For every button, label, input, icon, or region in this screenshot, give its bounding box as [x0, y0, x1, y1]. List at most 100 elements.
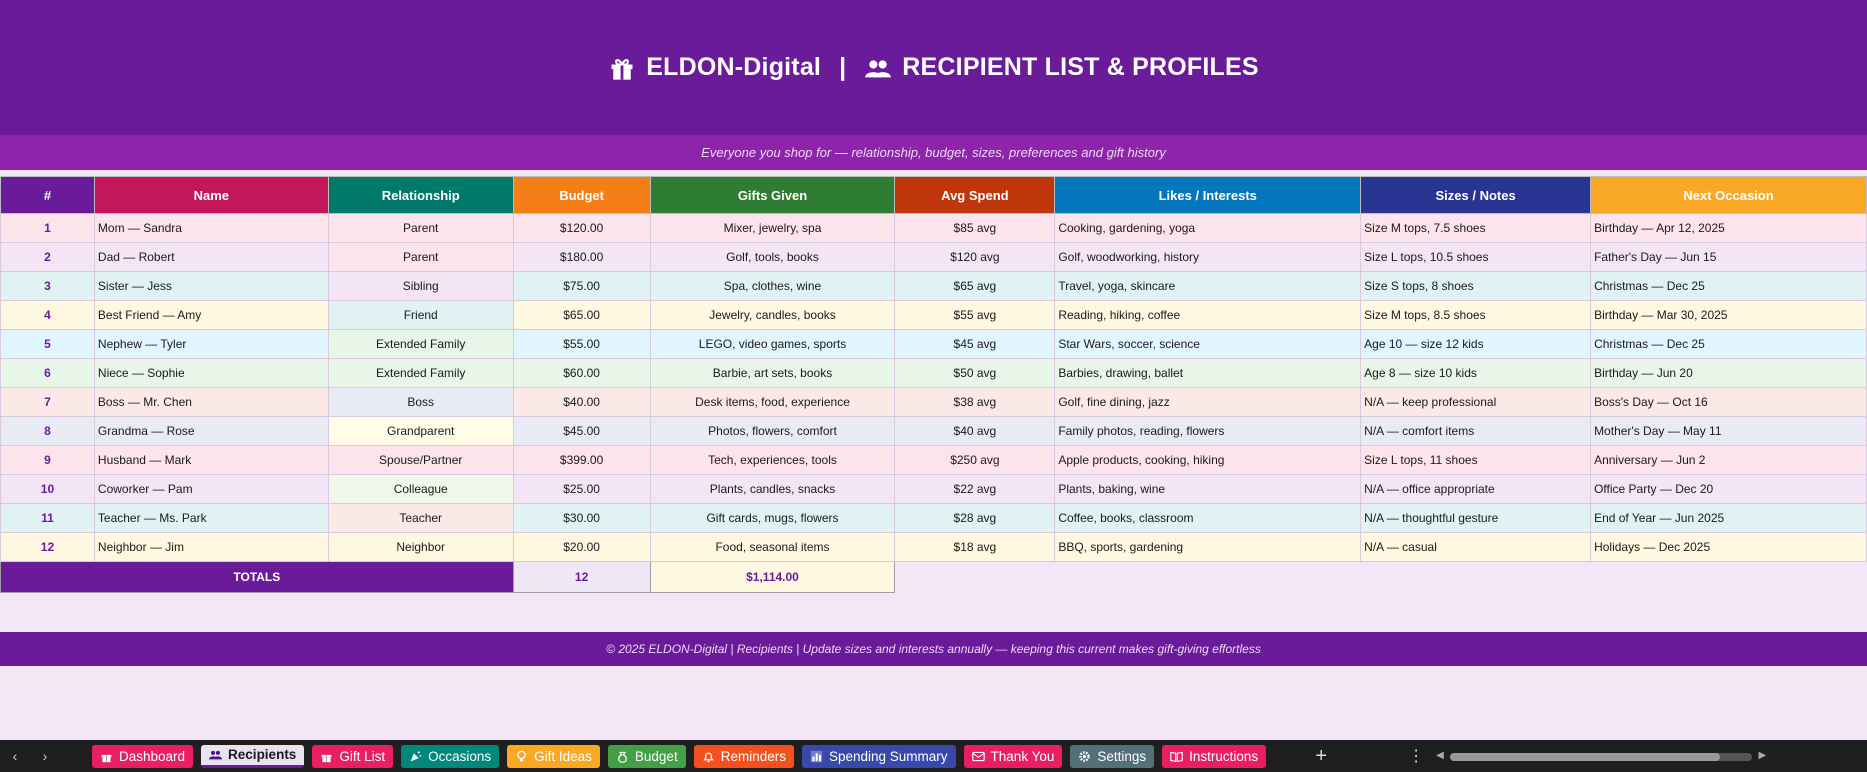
cell-num[interactable]: 12: [0, 532, 95, 562]
sheet-tab[interactable]: Gift Ideas: [507, 744, 600, 768]
cell-relationship[interactable]: Friend: [327, 300, 514, 330]
cell-gifts[interactable]: Spa, clothes, wine: [649, 271, 896, 301]
cell-likes[interactable]: Reading, hiking, coffee: [1054, 300, 1362, 330]
cell-gifts[interactable]: LEGO, video games, sports: [649, 329, 896, 359]
cell-likes[interactable]: Cooking, gardening, yoga: [1054, 213, 1362, 243]
cell-sizes[interactable]: N/A — casual: [1360, 532, 1592, 562]
column-header[interactable]: Name: [93, 176, 329, 214]
cell-name[interactable]: Nephew — Tyler: [93, 329, 329, 359]
cell-occasion[interactable]: End of Year — Jun 2025: [1590, 503, 1867, 533]
totals-label[interactable]: TOTALS: [0, 561, 514, 593]
cell-relationship[interactable]: Spouse/Partner: [327, 445, 514, 475]
cell-budget[interactable]: $20.00: [512, 532, 651, 562]
cell-budget[interactable]: $25.00: [512, 474, 651, 504]
cell-occasion[interactable]: Boss's Day — Oct 16: [1590, 387, 1867, 417]
cell-relationship[interactable]: Sibling: [327, 271, 514, 301]
cell-name[interactable]: Teacher — Ms. Park: [93, 503, 329, 533]
cell-gifts[interactable]: Golf, tools, books: [649, 242, 896, 272]
cell-likes[interactable]: Coffee, books, classroom: [1054, 503, 1362, 533]
cell-avg[interactable]: $18 avg: [894, 532, 1056, 562]
next-sheet-button[interactable]: ›: [42, 748, 48, 764]
cell-name[interactable]: Grandma — Rose: [93, 416, 329, 446]
cell-name[interactable]: Boss — Mr. Chen: [93, 387, 329, 417]
cell-gifts[interactable]: Barbie, art sets, books: [649, 358, 896, 388]
cell-occasion[interactable]: Office Party — Dec 20: [1590, 474, 1867, 504]
cell-num[interactable]: 9: [0, 445, 95, 475]
cell-budget[interactable]: $40.00: [512, 387, 651, 417]
sheet-tab[interactable]: Budget: [607, 744, 686, 768]
column-header[interactable]: Likes / Interests: [1054, 176, 1362, 214]
cell-budget[interactable]: $399.00: [512, 445, 651, 475]
cell-occasion[interactable]: Christmas — Dec 25: [1590, 329, 1867, 359]
cell-likes[interactable]: Plants, baking, wine: [1054, 474, 1362, 504]
cell-gifts[interactable]: Desk items, food, experience: [649, 387, 896, 417]
cell-relationship[interactable]: Neighbor: [327, 532, 514, 562]
column-header[interactable]: Relationship: [327, 176, 514, 214]
cell-name[interactable]: Mom — Sandra: [93, 213, 329, 243]
sheet-tab[interactable]: Gift List: [312, 744, 394, 768]
cell-gifts[interactable]: Mixer, jewelry, spa: [649, 213, 896, 243]
prev-sheet-button[interactable]: ‹: [12, 748, 18, 764]
cell-budget[interactable]: $55.00: [512, 329, 651, 359]
cell-sizes[interactable]: Size M tops, 7.5 shoes: [1360, 213, 1592, 243]
cell-budget[interactable]: $30.00: [512, 503, 651, 533]
sheet-tab[interactable]: Instructions: [1162, 744, 1267, 768]
horizontal-scrollbar[interactable]: ◀ ▶: [1436, 750, 1766, 762]
cell-num[interactable]: 5: [0, 329, 95, 359]
cell-sizes[interactable]: N/A — keep professional: [1360, 387, 1592, 417]
cell-sizes[interactable]: Size L tops, 11 shoes: [1360, 445, 1592, 475]
cell-avg[interactable]: $45 avg: [894, 329, 1056, 359]
cell-relationship[interactable]: Parent: [327, 242, 514, 272]
cell-num[interactable]: 8: [0, 416, 95, 446]
totals-count[interactable]: 12: [512, 561, 651, 593]
column-header[interactable]: #: [0, 176, 95, 214]
sheet-tab[interactable]: Reminders: [693, 744, 794, 768]
cell-relationship[interactable]: Boss: [327, 387, 514, 417]
sheet-tab[interactable]: Occasions: [401, 744, 500, 768]
cell-gifts[interactable]: Food, seasonal items: [649, 532, 896, 562]
cell-budget[interactable]: $65.00: [512, 300, 651, 330]
cell-name[interactable]: Best Friend — Amy: [93, 300, 329, 330]
cell-relationship[interactable]: Teacher: [327, 503, 514, 533]
sheet-tab[interactable]: Spending Summary: [801, 744, 956, 768]
cell-occasion[interactable]: Christmas — Dec 25: [1590, 271, 1867, 301]
cell-budget[interactable]: $180.00: [512, 242, 651, 272]
sheet-tab[interactable]: Dashboard: [92, 744, 194, 768]
cell-num[interactable]: 6: [0, 358, 95, 388]
cell-occasion[interactable]: Mother's Day — May 11: [1590, 416, 1867, 446]
cell-sizes[interactable]: Size S tops, 8 shoes: [1360, 271, 1592, 301]
cell-avg[interactable]: $38 avg: [894, 387, 1056, 417]
scroll-left-icon[interactable]: ◀: [1436, 750, 1444, 761]
cell-sizes[interactable]: Size L tops, 10.5 shoes: [1360, 242, 1592, 272]
cell-likes[interactable]: Star Wars, soccer, science: [1054, 329, 1362, 359]
cell-relationship[interactable]: Parent: [327, 213, 514, 243]
cell-num[interactable]: 10: [0, 474, 95, 504]
cell-name[interactable]: Neighbor — Jim: [93, 532, 329, 562]
cell-occasion[interactable]: Holidays — Dec 2025: [1590, 532, 1867, 562]
cell-sizes[interactable]: Age 10 — size 12 kids: [1360, 329, 1592, 359]
cell-gifts[interactable]: Jewelry, candles, books: [649, 300, 896, 330]
cell-likes[interactable]: Apple products, cooking, hiking: [1054, 445, 1362, 475]
cell-avg[interactable]: $85 avg: [894, 213, 1056, 243]
cell-name[interactable]: Sister — Jess: [93, 271, 329, 301]
cell-avg[interactable]: $120 avg: [894, 242, 1056, 272]
cell-budget[interactable]: $60.00: [512, 358, 651, 388]
cell-num[interactable]: 2: [0, 242, 95, 272]
cell-likes[interactable]: Family photos, reading, flowers: [1054, 416, 1362, 446]
cell-occasion[interactable]: Anniversary — Jun 2: [1590, 445, 1867, 475]
cell-occasion[interactable]: Birthday — Apr 12, 2025: [1590, 213, 1867, 243]
cell-relationship[interactable]: Extended Family: [327, 358, 514, 388]
cell-name[interactable]: Husband — Mark: [93, 445, 329, 475]
cell-name[interactable]: Dad — Robert: [93, 242, 329, 272]
cell-gifts[interactable]: Gift cards, mugs, flowers: [649, 503, 896, 533]
cell-likes[interactable]: Barbies, drawing, ballet: [1054, 358, 1362, 388]
column-header[interactable]: Budget: [512, 176, 651, 214]
cell-gifts[interactable]: Plants, candles, snacks: [649, 474, 896, 504]
cell-sizes[interactable]: Age 8 — size 10 kids: [1360, 358, 1592, 388]
sheet-tab[interactable]: Settings: [1070, 744, 1155, 768]
cell-num[interactable]: 11: [0, 503, 95, 533]
cell-budget[interactable]: $75.00: [512, 271, 651, 301]
sheet-tab[interactable]: Thank You: [963, 744, 1063, 768]
scroll-right-icon[interactable]: ▶: [1758, 750, 1767, 761]
cell-occasion[interactable]: Father's Day — Jun 15: [1590, 242, 1867, 272]
